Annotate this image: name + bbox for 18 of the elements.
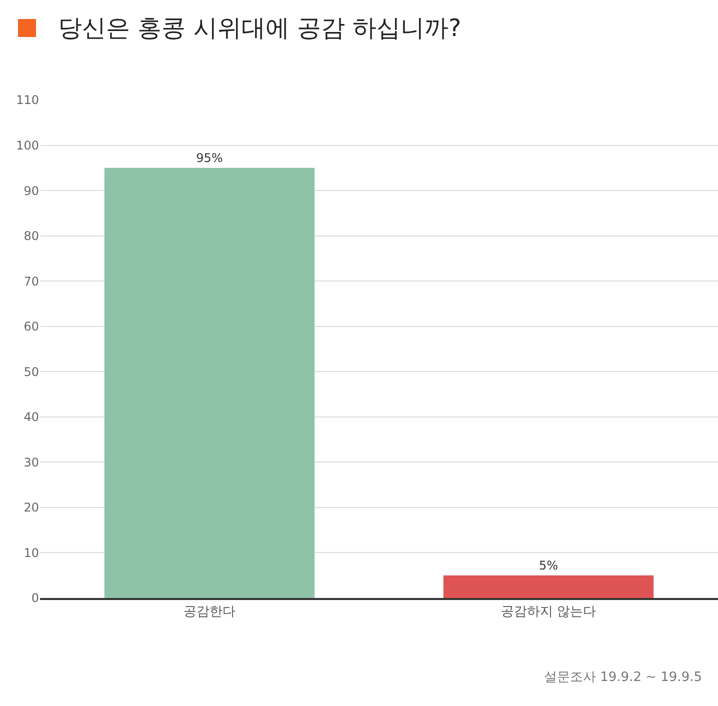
y-tick-label: 30 — [24, 455, 39, 470]
x-tick-label: 공감한다 — [184, 604, 236, 620]
x-tick-label: 공감하지 않는다 — [500, 604, 596, 620]
text: 설문조사 19.9.2 ~ 19.9.5 — [544, 670, 702, 685]
y-tick-label: 10 — [24, 546, 39, 560]
y-tick-label: 0 — [31, 591, 39, 606]
y-tick-label: 20 — [24, 500, 39, 515]
data-label: 95% — [196, 150, 223, 165]
y-tick-label: 70 — [24, 274, 39, 288]
y-tick-label: 60 — [24, 320, 39, 334]
data-label: 5% — [538, 558, 558, 572]
y-tick-label: 40 — [24, 410, 39, 424]
y-tick-label: 50 — [24, 364, 39, 379]
y-tick-label: 100 — [16, 138, 39, 152]
y-tick-label: 90 — [24, 184, 39, 198]
y-tick-label: 110 — [16, 93, 39, 108]
y-tick-label: 80 — [24, 229, 39, 244]
chart-title: 당신은 홍콩 시위대에 공감 하십니까? — [58, 13, 462, 44]
